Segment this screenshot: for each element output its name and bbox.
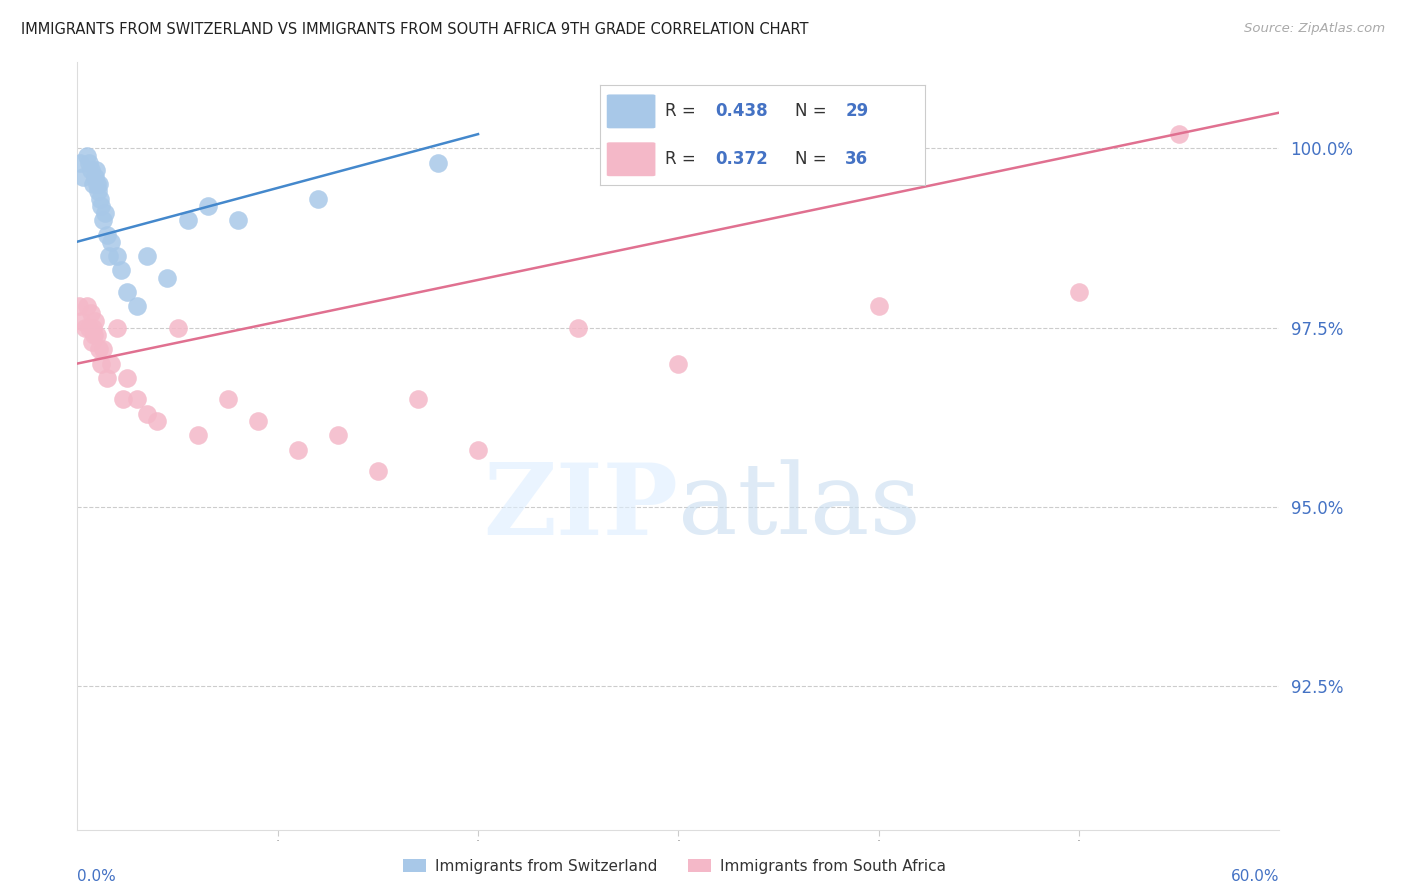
Point xyxy=(86,327,108,342)
Text: 60.0%: 60.0% xyxy=(1232,869,1279,884)
Point xyxy=(217,392,239,407)
Point xyxy=(79,156,101,170)
Text: atlas: atlas xyxy=(679,459,921,555)
Text: Source: ZipAtlas.com: Source: ZipAtlas.com xyxy=(1244,22,1385,36)
Point xyxy=(367,464,389,478)
Point xyxy=(146,414,169,428)
Point xyxy=(1069,285,1091,299)
Point xyxy=(117,371,139,385)
Point xyxy=(67,299,90,313)
Point xyxy=(226,213,249,227)
Point xyxy=(127,392,149,407)
Point xyxy=(84,170,107,185)
Point xyxy=(107,320,129,334)
Point xyxy=(467,442,489,457)
Point xyxy=(326,428,349,442)
Point xyxy=(89,178,111,192)
Point xyxy=(82,320,104,334)
Point xyxy=(80,306,103,320)
Point xyxy=(90,199,112,213)
Point xyxy=(186,428,209,442)
Text: 0.0%: 0.0% xyxy=(77,869,117,884)
Point xyxy=(98,249,121,263)
Point xyxy=(136,407,159,421)
Point xyxy=(84,313,107,327)
Point xyxy=(87,185,110,199)
Point xyxy=(69,156,91,170)
Point xyxy=(868,299,890,313)
Point xyxy=(83,327,105,342)
Point xyxy=(89,192,111,206)
Point xyxy=(100,235,122,249)
Point xyxy=(117,285,139,299)
Point xyxy=(75,320,97,334)
Point xyxy=(80,163,103,178)
Point xyxy=(287,442,309,457)
Point xyxy=(93,213,115,227)
Point xyxy=(82,178,104,192)
Point xyxy=(107,249,129,263)
Point xyxy=(100,357,122,371)
Point xyxy=(112,392,135,407)
Point xyxy=(76,299,98,313)
Point xyxy=(89,342,111,356)
Point xyxy=(197,199,219,213)
Point xyxy=(76,148,98,162)
Point xyxy=(127,299,149,313)
Point xyxy=(156,270,179,285)
Point xyxy=(90,357,112,371)
Point xyxy=(176,213,198,227)
Point xyxy=(668,357,690,371)
Point xyxy=(166,320,188,334)
Point xyxy=(70,313,93,327)
Point xyxy=(72,170,94,185)
Point xyxy=(427,156,450,170)
Point xyxy=(307,192,329,206)
Point xyxy=(136,249,159,263)
Point xyxy=(110,263,132,277)
Text: IMMIGRANTS FROM SWITZERLAND VS IMMIGRANTS FROM SOUTH AFRICA 9TH GRADE CORRELATIO: IMMIGRANTS FROM SWITZERLAND VS IMMIGRANT… xyxy=(21,22,808,37)
Point xyxy=(86,178,108,192)
Point xyxy=(93,342,115,356)
Point xyxy=(86,163,108,178)
Legend: Immigrants from Switzerland, Immigrants from South Africa: Immigrants from Switzerland, Immigrants … xyxy=(398,853,952,880)
Point xyxy=(94,206,117,220)
Point xyxy=(246,414,269,428)
Point xyxy=(96,371,118,385)
Text: ZIP: ZIP xyxy=(484,458,679,556)
Point xyxy=(79,320,101,334)
Point xyxy=(406,392,429,407)
Point xyxy=(82,334,104,349)
Point xyxy=(567,320,589,334)
Point xyxy=(1168,127,1191,141)
Point xyxy=(96,227,118,242)
